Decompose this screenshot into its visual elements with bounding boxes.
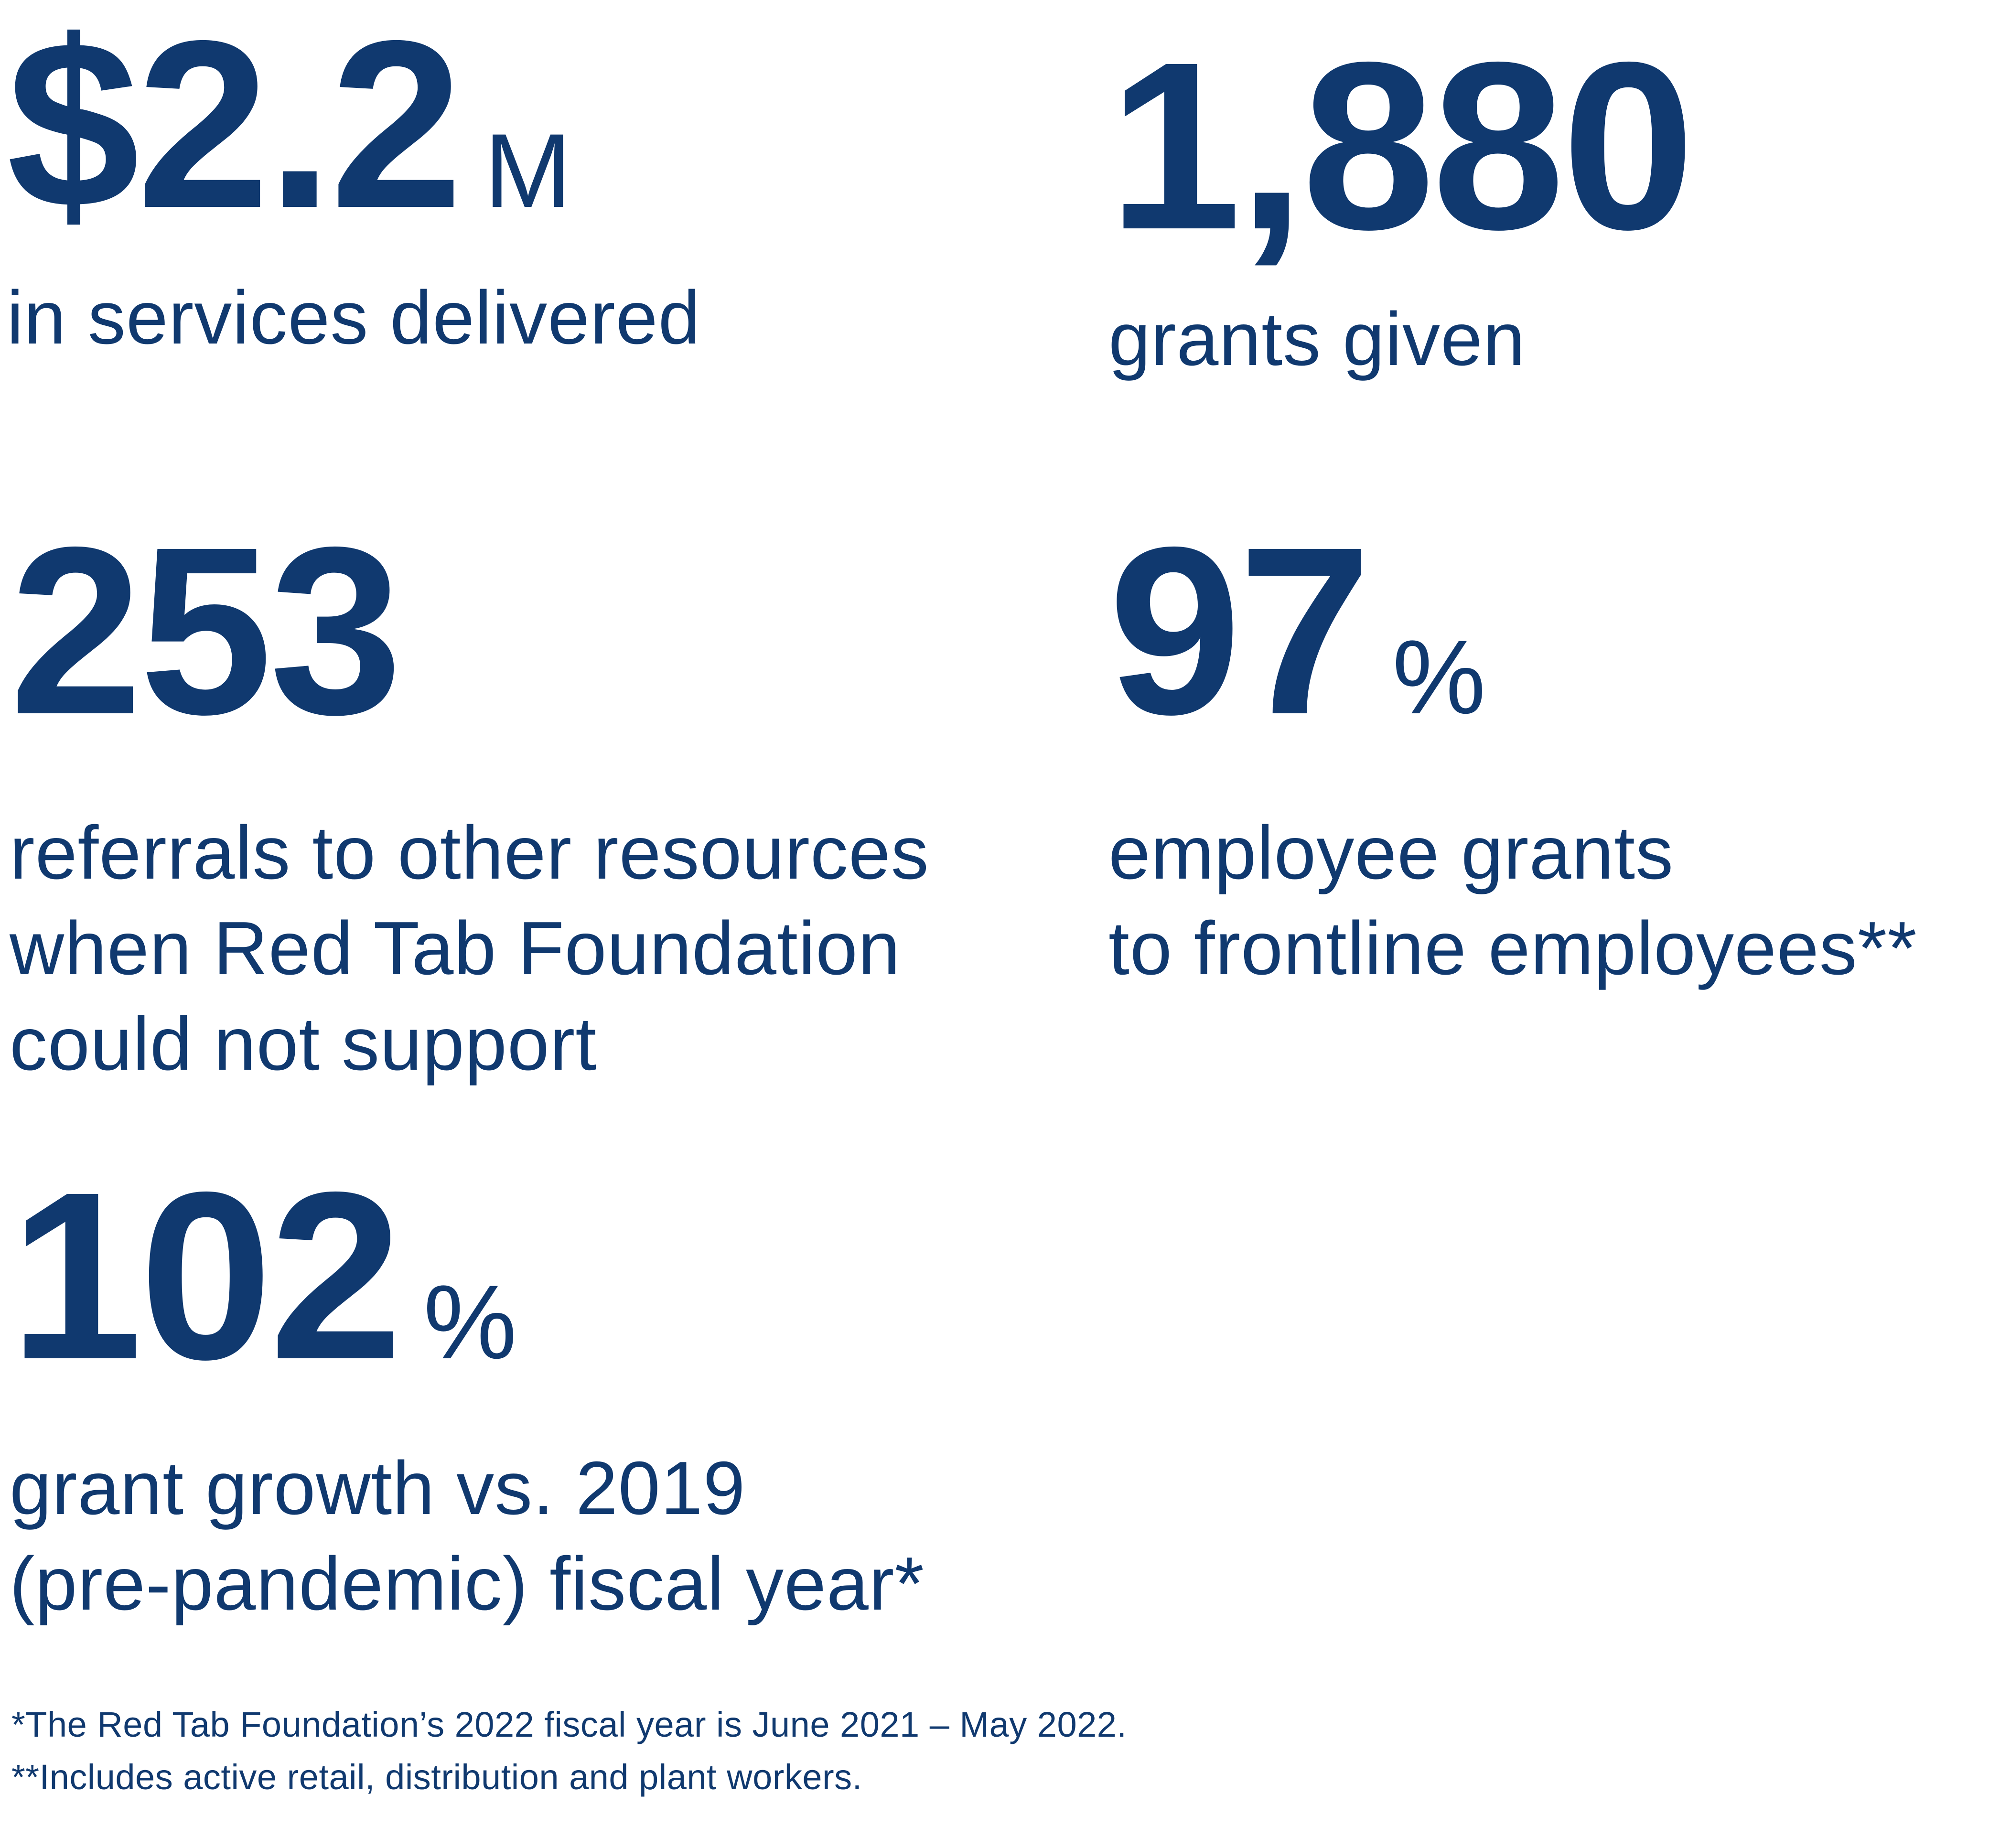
stat-figure: 102% bbox=[10, 1156, 925, 1395]
stat-grants-given: 1,880 grants given bbox=[1108, 26, 1695, 387]
footnote-fiscal-year: *The Red Tab Foundation’s 2022 fiscal ye… bbox=[11, 1705, 1127, 1744]
stat-figure: 97% bbox=[1108, 511, 1917, 750]
stat-value: 1,880 bbox=[1108, 12, 1695, 279]
stat-description: referrals to other resources when Red Ta… bbox=[10, 811, 929, 1086]
stat-value: 253 bbox=[10, 497, 402, 764]
stat-services-delivered: $2.2 M in services delivered bbox=[7, 5, 700, 365]
stat-suffix: % bbox=[423, 1263, 517, 1381]
stat-description: employee grants to frontline employees** bbox=[1108, 811, 1917, 990]
stat-suffix: M bbox=[484, 112, 572, 229]
stat-description: grant growth vs. 2019 (pre-pandemic) fis… bbox=[10, 1446, 925, 1626]
stat-description: grants given bbox=[1108, 297, 1526, 381]
stat-description: in services delivered bbox=[7, 276, 701, 360]
stat-referrals: 253 referrals to other resources when Re… bbox=[10, 511, 929, 1092]
stat-suffix: % bbox=[1392, 618, 1486, 736]
stat-figure: $2.2 M bbox=[7, 5, 700, 244]
footnotes: *The Red Tab Foundation’s 2022 fiscal ye… bbox=[11, 1698, 1127, 1804]
stat-value: 97 bbox=[1108, 497, 1371, 764]
stat-figure: 253 bbox=[10, 511, 929, 750]
stat-value: $2.2 bbox=[7, 0, 463, 258]
footnote-workers: **Includes active retail, distribution a… bbox=[11, 1757, 862, 1797]
stat-value: 102 bbox=[10, 1142, 402, 1409]
stat-frontline-grants: 97% employee grants to frontline employe… bbox=[1108, 511, 1917, 996]
stat-grant-growth: 102% grant growth vs. 2019 (pre-pandemic… bbox=[10, 1156, 925, 1632]
stat-figure: 1,880 bbox=[1108, 26, 1695, 265]
